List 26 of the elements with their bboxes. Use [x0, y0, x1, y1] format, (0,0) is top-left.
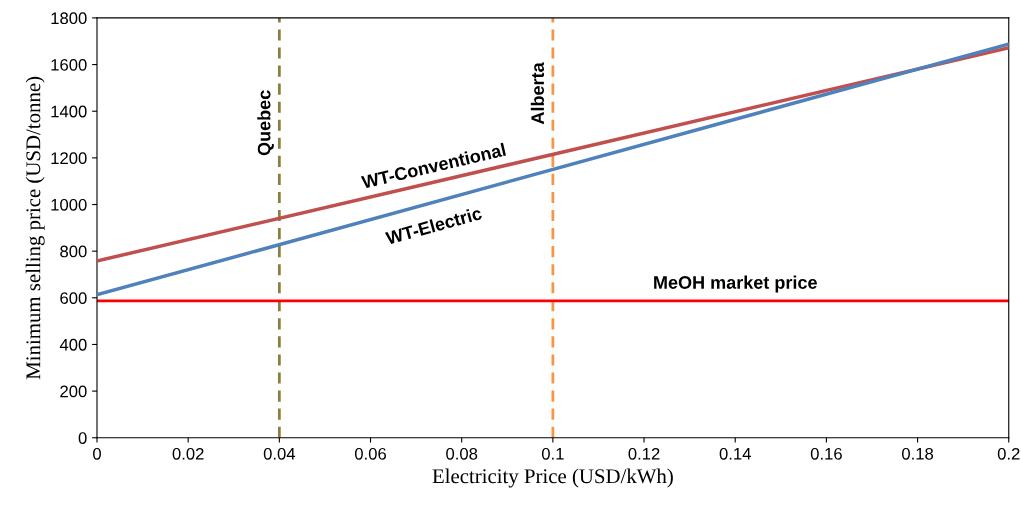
y-tick-label: 1600 — [51, 58, 87, 71]
ref-line-label: MeOH market price — [654, 275, 817, 293]
y-tick-label: 400 — [59, 338, 87, 351]
y-tick-label: 1000 — [51, 198, 87, 211]
x-tick-label: 0 — [93, 447, 101, 460]
ref-line-label: Alberta — [530, 62, 545, 125]
y-tick-label: 0 — [78, 432, 87, 444]
x-tick-label: 0.12 — [628, 447, 660, 460]
x-tick-label: 0.18 — [902, 447, 934, 460]
x-tick-label: 0.02 — [172, 447, 204, 460]
x-tick-label: 0.14 — [719, 447, 751, 460]
y-tick-label: 1400 — [51, 105, 87, 118]
x-axis-title: Electricity Price (USD/kWh) — [432, 468, 673, 488]
x-tick-label: 0.1 — [541, 447, 564, 460]
y-tick-label: 600 — [60, 292, 87, 305]
y-tick-label: 800 — [60, 245, 87, 258]
y-tick-label: 200 — [60, 385, 87, 398]
x-tick-label: 0.04 — [263, 447, 296, 460]
x-tick-label: 0.2 — [997, 447, 1020, 460]
x-tick-label: 0.08 — [446, 447, 478, 460]
ref-line-label: Quebec — [257, 90, 274, 156]
y-axis-title: Minimum selling price (USD/tonne) — [25, 76, 45, 380]
y-tick-label: 1200 — [51, 152, 87, 165]
y-tick-label: 1800 — [51, 12, 87, 25]
x-tick-label: 0.16 — [810, 447, 842, 460]
x-tick-label: 0.06 — [354, 447, 387, 460]
